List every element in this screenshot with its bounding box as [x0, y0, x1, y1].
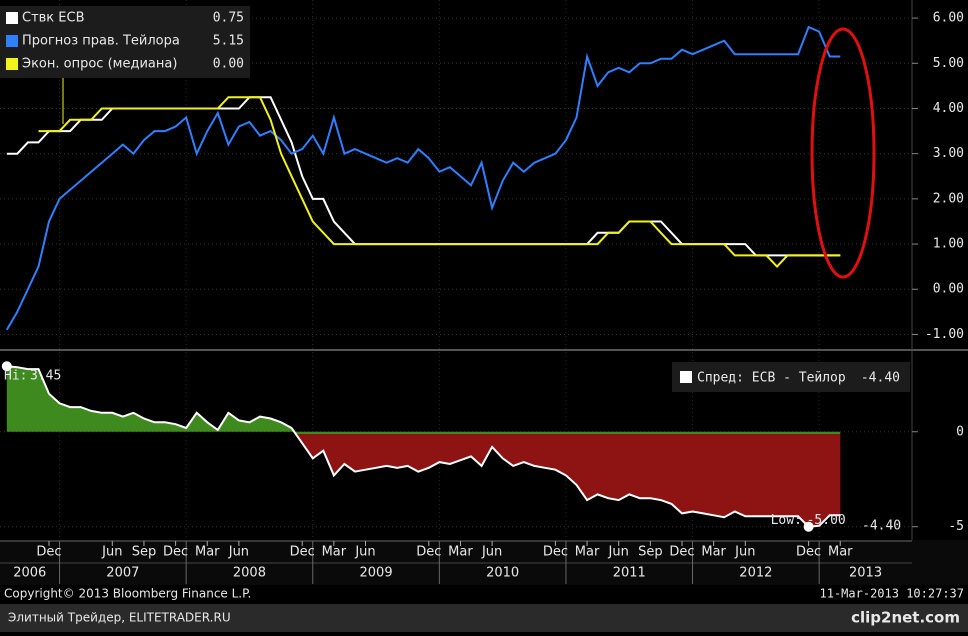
x-tick-label: Jun	[354, 545, 375, 560]
year-label: 2008	[233, 566, 266, 581]
x-tick-label: Dec	[163, 545, 188, 560]
area-positive	[6, 366, 841, 434]
year-label: 2013	[849, 566, 882, 581]
year-label: 2012	[739, 566, 772, 581]
x-tick-label: Jun	[101, 545, 122, 560]
y-tick-label: 2.00	[933, 191, 964, 206]
x-tick-label: Sep	[638, 545, 663, 560]
year-label: 2006	[13, 566, 46, 581]
timestamp: 11-Mar-2013 10:27:37	[820, 587, 965, 601]
x-tick-label: Dec	[669, 545, 694, 560]
y-tick-label: 6.00	[933, 11, 964, 26]
bottom-bar	[0, 604, 968, 632]
x-tick-label: Jun	[228, 545, 249, 560]
legend-value: 0.75	[213, 11, 244, 26]
x-tick-label: Jun	[608, 545, 629, 560]
footer-row	[0, 585, 968, 604]
spread-legend-box	[672, 362, 910, 392]
y-tick-label: -5	[948, 519, 964, 534]
hi-value: 3.45	[30, 369, 61, 384]
y-tick-label: 1.00	[933, 237, 964, 252]
x-tick-label: Dec	[290, 545, 315, 560]
x-tick-label: Dec	[36, 545, 61, 560]
hi-label: Hi:	[4, 369, 27, 384]
x-tick-label: Dec	[416, 545, 441, 560]
x-tick-label: Jun	[481, 545, 502, 560]
legend-value: 5.15	[213, 34, 244, 49]
x-tick-label: Mar	[701, 545, 726, 560]
x-tick-label: Mar	[448, 545, 473, 560]
year-label: 2009	[360, 566, 393, 581]
legend-swatch	[6, 35, 18, 47]
legend-value: 0.00	[213, 57, 244, 72]
x-tick-label: Jun	[734, 545, 755, 560]
year-label: 2011	[613, 566, 646, 581]
low-value: -5.00	[807, 513, 846, 528]
watermark: clip2net.com	[851, 609, 960, 627]
year-label: 2007	[106, 566, 139, 581]
x-tick-label: Mar	[828, 545, 853, 560]
x-tick-label: Sep	[132, 545, 157, 560]
legend-box	[0, 6, 250, 78]
x-tick-label: Mar	[575, 545, 600, 560]
site-name: Элитный Трейдер, ELITETRADER.RU	[8, 611, 231, 625]
legend-swatch	[680, 371, 692, 383]
x-tick-label: Mar	[322, 545, 347, 560]
legend-label: Экон. опрос (медиана)	[22, 57, 177, 72]
copyright: Copyright© 2013 Bloomberg Finance L.P.	[4, 587, 251, 601]
highlight-ellipse	[810, 27, 876, 279]
x-tick-label: Dec	[543, 545, 568, 560]
last-value-badge: -4.40	[862, 519, 901, 534]
y-tick-label: 5.00	[933, 56, 964, 71]
legend-value: -4.40	[861, 371, 900, 386]
hi-marker	[1, 361, 12, 372]
area-negative	[295, 434, 841, 527]
y-tick-label: 0	[956, 424, 964, 439]
year-label: 2010	[486, 566, 519, 581]
x-tick-label: Dec	[796, 545, 821, 560]
series-line	[6, 365, 841, 528]
low-label: Low:	[771, 513, 802, 528]
series-line	[38, 96, 841, 269]
y-tick-label: 4.00	[933, 101, 964, 116]
legend-label: Ствк ECB	[22, 11, 85, 26]
legend-label: Спред: ECB - Тейлор	[697, 371, 846, 386]
y-tick-label: 3.00	[933, 146, 964, 161]
legend-label: Прогноз прав. Тейлора	[22, 34, 180, 49]
x-tick-label: Mar	[195, 545, 220, 560]
low-marker	[803, 521, 814, 532]
series-line	[5, 25, 841, 331]
y-tick-label: 0.00	[933, 282, 964, 297]
y-tick-label: -1.00	[925, 327, 964, 342]
legend-swatch	[6, 12, 18, 24]
legend-swatch	[6, 58, 18, 70]
